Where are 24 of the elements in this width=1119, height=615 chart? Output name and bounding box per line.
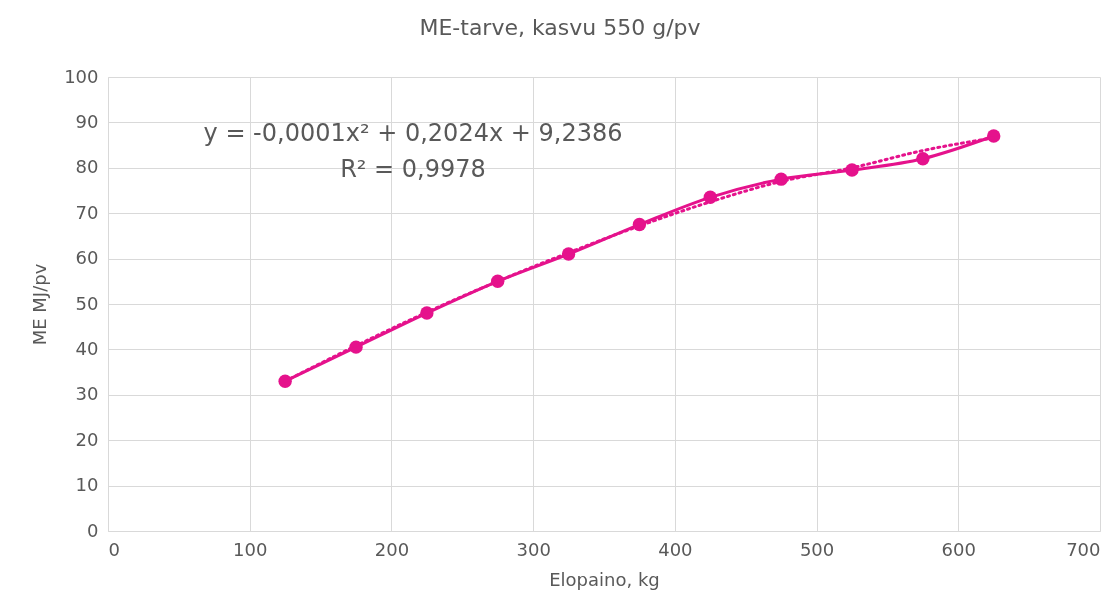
x-tick-label: 200 [374,538,410,560]
annotation: R² = 0,9978 [340,155,486,183]
y-tick-label: 100 [64,65,99,87]
x-axis-title: Elopaino, kg [549,568,660,590]
annotation: y = -0,0001x² + 0,2024x + 9,2386 [203,119,623,147]
y-tick-label: 50 [75,292,99,314]
y-tick-label: 30 [75,383,99,405]
y-tick-label: 20 [75,428,99,450]
x-tick-label: 700 [1066,538,1101,560]
x-tick-label: 400 [658,538,693,560]
y-tick-label: 40 [75,337,99,359]
y-tick-label: 80 [75,156,99,178]
y-tick-label: 0 [87,519,99,541]
x-tick-label: 500 [799,538,835,560]
y-tick-label: 10 [75,474,99,496]
y-tick-label: 90 [75,110,99,132]
x-tick-label: 600 [941,538,976,560]
x-tick-label: 100 [233,538,268,560]
chart-title: ME-tarve, kasvu 550 g/pv [419,15,701,40]
x-tick-label: 300 [516,538,551,560]
x-tick-label: 0 [108,538,120,560]
y-axis-title: ME MJ/pv [29,263,51,346]
y-tick-label: 60 [75,247,99,269]
y-tick-label: 70 [75,201,99,223]
